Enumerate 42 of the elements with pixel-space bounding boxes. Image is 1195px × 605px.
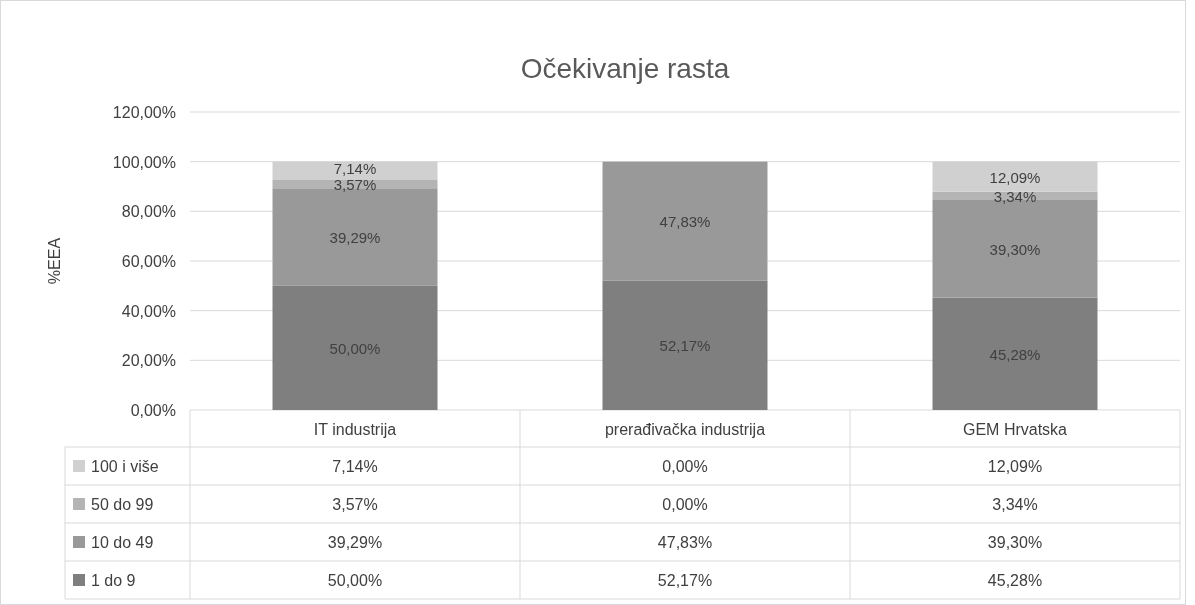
data-label: 45,28% (987, 572, 1043, 589)
y-tick-label: 120,00% (112, 104, 176, 121)
data-label: 0,00% (662, 496, 708, 513)
data-label: 47,83% (657, 534, 713, 551)
bar (602, 280, 768, 410)
x-tick-label: IT industrija (313, 421, 397, 438)
data-label: 3,34% (992, 496, 1038, 513)
text: 39,30% (989, 240, 1041, 258)
data-label: 52,17% (657, 572, 713, 589)
y-tick-label: 100,00% (112, 153, 176, 171)
text: 45,28% (989, 345, 1041, 363)
y-tick-label: 40,00% (121, 302, 176, 320)
bar (932, 297, 1098, 410)
text: 7,14% (333, 159, 377, 177)
y-axis-title: %EEA (46, 237, 63, 285)
data-label: 39,30% (987, 534, 1043, 551)
data-label: 7,14% (332, 458, 378, 475)
text: 3,34% (993, 187, 1037, 205)
data-label: 12,09% (987, 458, 1043, 475)
y-tick-label: 80,00% (121, 203, 176, 221)
legend-label: 1 do 9 (91, 572, 136, 589)
x-tick-label: GEM Hrvatska (962, 421, 1068, 438)
legend-label: 100 i više (91, 458, 159, 475)
text: 39,29% (329, 229, 381, 247)
x-tick-label: prerađivačka industrija (604, 421, 766, 438)
data-label: 39,29% (327, 534, 383, 551)
data-label: 0,00% (662, 458, 708, 475)
text: 50,00% (329, 339, 381, 357)
y-tick-label: 20,00% (121, 352, 176, 370)
bar (602, 161, 768, 281)
y-tick-label: 60,00% (121, 253, 176, 270)
data-label: 3,57% (332, 496, 378, 513)
bar (272, 285, 438, 410)
text: 47,83% (659, 213, 711, 231)
text: 52,17% (659, 337, 711, 355)
y-tick-label: 0,00% (130, 402, 176, 419)
text: 3,57% (333, 175, 377, 193)
legend-label: 10 do 49 (91, 534, 154, 551)
legend-label: 50 do 99 (91, 496, 154, 513)
text: 12,09% (989, 168, 1041, 186)
data-label: 50,00% (327, 572, 383, 589)
chart-title: Očekivanje rasta (520, 53, 730, 84)
